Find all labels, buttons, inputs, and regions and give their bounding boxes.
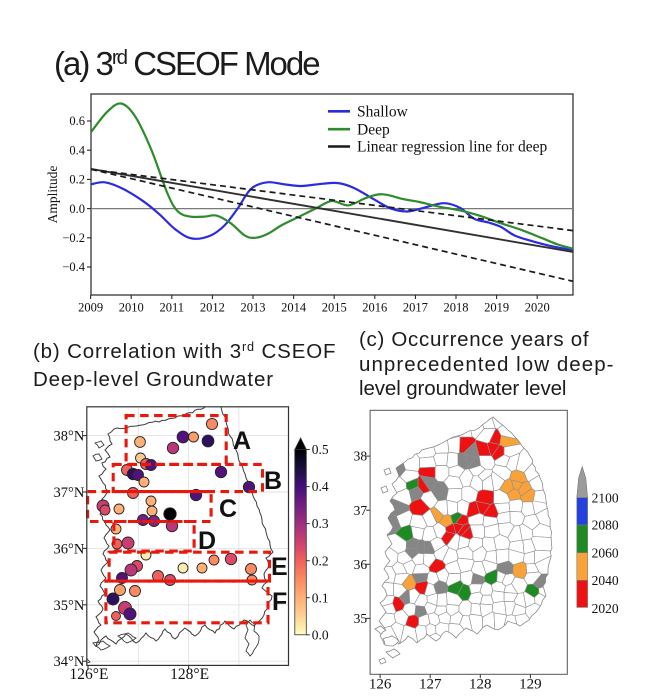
svg-text:2020: 2020	[592, 601, 619, 616]
svg-text:2014: 2014	[281, 301, 307, 315]
svg-text:0.0: 0.0	[69, 202, 85, 216]
svg-text:0.4: 0.4	[312, 479, 329, 494]
svg-text:2020: 2020	[525, 301, 550, 315]
svg-text:2013: 2013	[241, 301, 266, 315]
svg-text:36: 36	[354, 557, 368, 572]
svg-text:0.6: 0.6	[69, 114, 85, 128]
svg-text:Shallow: Shallow	[357, 104, 409, 121]
svg-text:B: B	[264, 467, 282, 495]
svg-text:A: A	[233, 427, 251, 455]
svg-text:126°E: 126°E	[70, 666, 109, 683]
svg-text:D: D	[198, 527, 216, 555]
svg-text:0.0: 0.0	[312, 627, 329, 642]
svg-text:37: 37	[354, 503, 368, 518]
svg-text:Amplitude: Amplitude	[45, 166, 60, 224]
svg-text:Deep: Deep	[357, 121, 390, 138]
svg-text:Linear regression line for dee: Linear regression line for deep	[357, 139, 547, 156]
svg-text:E: E	[271, 553, 288, 581]
svg-text:35°N: 35°N	[54, 598, 85, 614]
svg-text:38°N: 38°N	[54, 429, 85, 445]
svg-text:126: 126	[369, 676, 392, 692]
svg-text:2012: 2012	[200, 301, 225, 315]
svg-text:2009: 2009	[78, 301, 103, 315]
svg-text:0.2: 0.2	[312, 553, 329, 568]
svg-text:0.5: 0.5	[312, 442, 329, 457]
svg-text:2011: 2011	[160, 301, 185, 315]
svg-text:2019: 2019	[484, 301, 509, 315]
svg-text:2100: 2100	[592, 490, 619, 505]
svg-text:2080: 2080	[592, 518, 619, 533]
svg-text:−0.2: −0.2	[62, 231, 85, 245]
svg-text:38: 38	[354, 449, 368, 464]
svg-text:2017: 2017	[403, 301, 428, 315]
svg-text:−0.4: −0.4	[62, 260, 85, 274]
svg-text:F: F	[272, 588, 287, 616]
svg-text:0.1: 0.1	[312, 590, 329, 605]
svg-text:2016: 2016	[362, 301, 387, 315]
svg-text:2010: 2010	[119, 301, 144, 315]
svg-text:128°E: 128°E	[170, 666, 209, 683]
svg-text:34°N: 34°N	[54, 654, 85, 670]
svg-text:2040: 2040	[592, 573, 619, 588]
svg-text:2015: 2015	[322, 301, 347, 315]
svg-text:128: 128	[469, 676, 492, 692]
svg-text:2018: 2018	[444, 301, 469, 315]
svg-text:0.4: 0.4	[69, 143, 85, 157]
svg-text:35: 35	[354, 611, 368, 626]
svg-text:0.3: 0.3	[312, 516, 329, 531]
svg-text:0.2: 0.2	[69, 173, 85, 187]
svg-text:129: 129	[519, 676, 542, 692]
svg-text:127: 127	[419, 676, 442, 692]
svg-text:36°N: 36°N	[54, 541, 85, 557]
svg-text:C: C	[219, 495, 237, 523]
svg-text:2060: 2060	[592, 545, 619, 560]
svg-text:37°N: 37°N	[54, 485, 85, 501]
